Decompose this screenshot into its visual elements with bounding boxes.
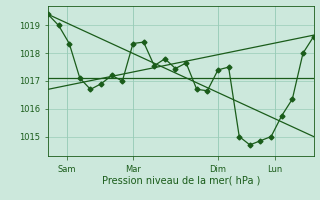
X-axis label: Pression niveau de la mer( hPa ): Pression niveau de la mer( hPa ) [102,175,260,185]
